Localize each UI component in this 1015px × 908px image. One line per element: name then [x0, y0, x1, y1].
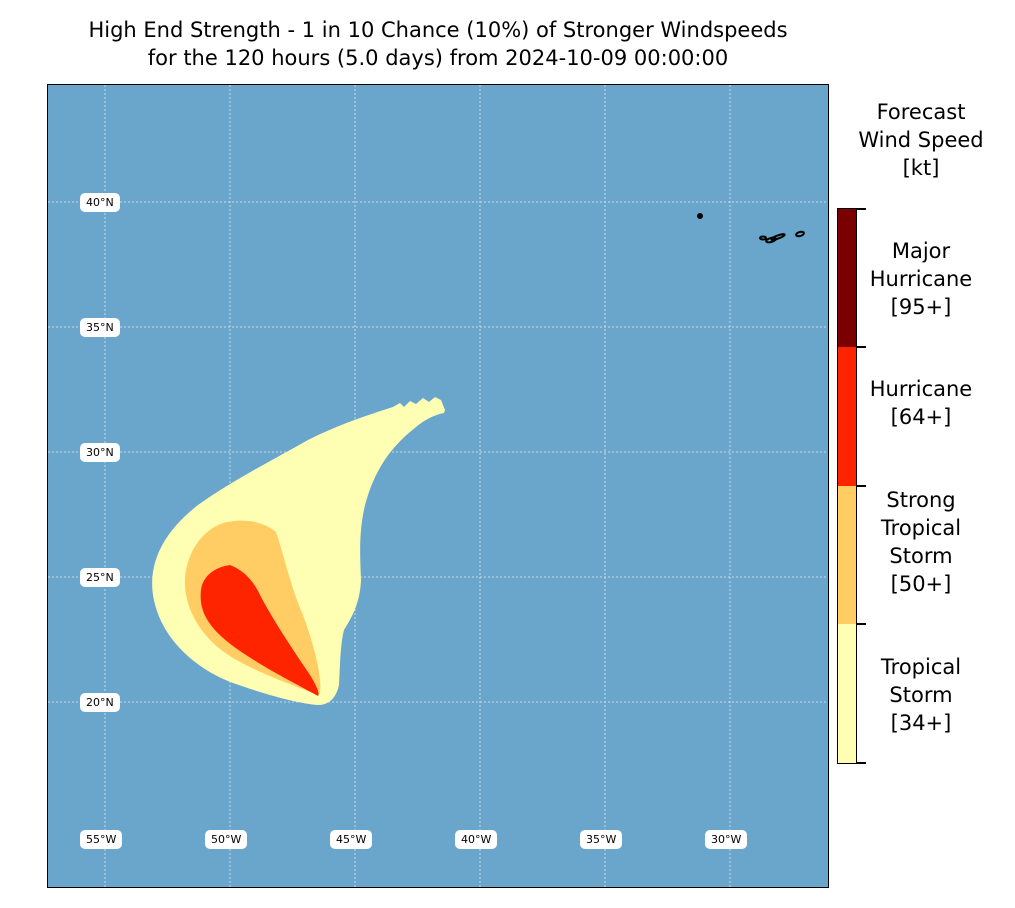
lon-label-40w: 40°W: [455, 830, 498, 849]
lon-label-50w: 50°W: [205, 830, 248, 849]
chart-title: High End Strength - 1 in 10 Chance (10%)…: [0, 16, 876, 72]
colorbar-tick: [856, 346, 866, 348]
hurricane-zone: [200, 565, 319, 696]
map-panel[interactable]: 40°N 35°N 30°N 25°N 20°N 55°W 50°W 45°W …: [47, 84, 829, 888]
colorbar-segment-major-hurricane: [838, 209, 856, 347]
colorbar-title-line: Wind Speed: [858, 128, 984, 152]
colorbar: [837, 208, 857, 764]
colorbar-label-tropical-storm: Tropical Storm [34+]: [846, 653, 996, 737]
lat-label-35n: 35°N: [80, 318, 120, 337]
colorbar-tick: [856, 762, 866, 764]
island-pico: [765, 236, 777, 244]
island-flores: [697, 213, 703, 219]
lon-label-55w: 55°W: [80, 830, 123, 849]
colorbar-segment-tropical-storm: [838, 624, 856, 763]
island-terceira: [795, 230, 805, 238]
title-line-1: High End Strength - 1 in 10 Chance (10%)…: [88, 18, 788, 42]
colorbar-label-line: [64+]: [890, 405, 952, 429]
colorbar-label-line: [95+]: [890, 295, 952, 319]
island-faial: [759, 235, 767, 241]
colorbar-label-line: [50+]: [890, 572, 952, 596]
colorbar-segment-hurricane: [838, 347, 856, 486]
colorbar-label-strong-tropical-storm: Strong Tropical Storm [50+]: [846, 486, 996, 598]
azores-islands: [697, 213, 805, 244]
lon-label-45w: 45°W: [330, 830, 373, 849]
island-sao-jorge: [770, 233, 786, 241]
colorbar-title: Forecast Wind Speed [kt]: [836, 98, 1006, 182]
colorbar-label-line: Tropical: [880, 655, 962, 679]
colorbar-label-line: Hurricane: [869, 377, 973, 401]
colorbar-label-line: Storm: [889, 544, 953, 568]
colorbar-label-major-hurricane: Major Hurricane [95+]: [846, 237, 996, 321]
colorbar-label-line: [34+]: [890, 711, 952, 735]
colorbar-label-line: Major: [891, 239, 951, 263]
colorbar-tick: [856, 623, 866, 625]
colorbar-label-line: Hurricane: [869, 267, 973, 291]
colorbar-tick: [856, 485, 866, 487]
map-canvas: [48, 85, 828, 887]
colorbar-label-line: Tropical: [880, 516, 962, 540]
colorbar-label-line: Storm: [889, 683, 953, 707]
colorbar-label-hurricane: Hurricane [64+]: [846, 375, 996, 431]
lat-label-30n: 30°N: [80, 443, 120, 462]
colorbar-tick: [856, 208, 866, 210]
lon-label-30w: 30°W: [705, 830, 748, 849]
gridlines: [48, 85, 828, 887]
title-line-2: for the 120 hours (5.0 days) from 2024-1…: [147, 46, 729, 70]
lat-label-40n: 40°N: [80, 193, 120, 212]
lon-label-35w: 35°W: [580, 830, 623, 849]
colorbar-title-line: Forecast: [876, 100, 966, 124]
colorbar-title-line: [kt]: [902, 156, 940, 180]
lat-label-25n: 25°N: [80, 568, 120, 587]
colorbar-label-line: Strong: [886, 488, 956, 512]
lat-label-20n: 20°N: [80, 693, 120, 712]
colorbar-segment-strong-tropical-storm: [838, 486, 856, 624]
